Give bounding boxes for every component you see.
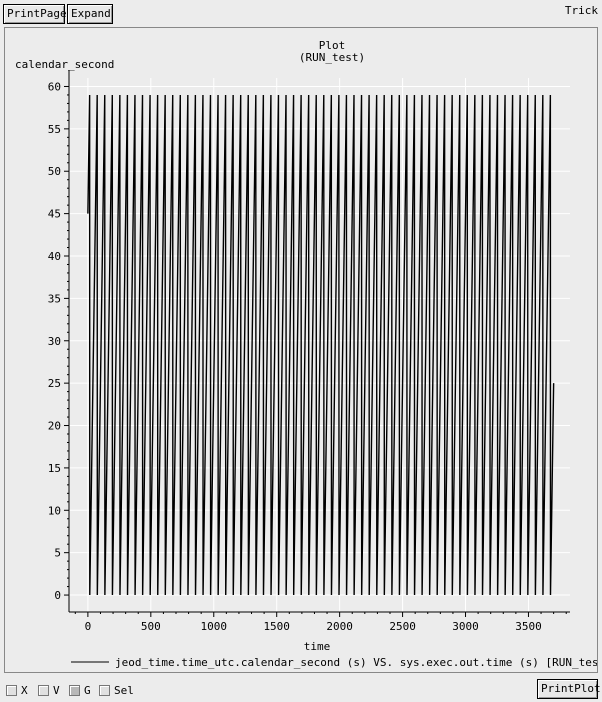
chart-subtitle: (RUN_test) (299, 51, 365, 64)
y-tick-label: 50 (48, 165, 61, 178)
x-tick-label: 1500 (263, 620, 290, 633)
x-tick-label: 2000 (326, 620, 353, 633)
plot-chart: Plot (RUN_test) calendar_second time 0 5 1… (15, 39, 602, 669)
x-axis-label: time (304, 640, 331, 653)
checkbox-x[interactable]: X (6, 684, 28, 697)
x-tick-label: 0 (85, 620, 92, 633)
plot-frame: Plot (RUN_test) calendar_second time 0 5 1… (4, 27, 602, 673)
axes (64, 70, 570, 617)
checkbox-g-box[interactable] (69, 685, 80, 696)
y-tick-label: 40 (48, 250, 61, 263)
checkbox-sel-box[interactable] (99, 685, 110, 696)
y-tick-label: 0 (54, 589, 61, 602)
checkbox-sel-label: Sel (114, 684, 134, 697)
checkbox-g[interactable]: G (69, 684, 91, 697)
checkbox-x-box[interactable] (6, 685, 17, 696)
y-tick-label: 35 (48, 292, 61, 305)
y-tick-label: 30 (48, 335, 61, 348)
checkbox-v-label: V (53, 684, 60, 697)
legend-label: jeod_time.time_utc.calendar_second (s) V… (115, 656, 597, 669)
checkbox-v[interactable]: V (38, 684, 60, 697)
checkbox-sel[interactable]: Sel (99, 684, 134, 697)
x-tick-label: 3500 (515, 620, 542, 633)
chart-title: Plot (319, 39, 346, 52)
checkbox-g-label: G (84, 684, 91, 697)
checkbox-x-label: X (21, 684, 28, 697)
app-title: Trick (564, 4, 598, 17)
y-axis-label: calendar_second (15, 58, 114, 71)
y-tick-label: 55 (48, 123, 61, 136)
print-page-button[interactable]: PrintPage (3, 4, 67, 24)
y-tick-label: 5 (54, 547, 61, 560)
y-tick-label: 15 (48, 462, 61, 475)
y-tick-label: 20 (48, 420, 61, 433)
series-line (87, 94, 555, 596)
y-tick-label: 60 (48, 80, 61, 93)
x-tick-label: 2500 (389, 620, 416, 633)
checkbox-v-box[interactable] (38, 685, 49, 696)
x-tick-label: 3000 (452, 620, 479, 633)
tick-labels: 0 5 10 15 20 25 30 35 40 45 50 55 60 0 500 1000 1500 2000… (48, 80, 542, 633)
x-tick-label: 500 (141, 620, 161, 633)
expand-button[interactable]: Expand (67, 4, 113, 24)
print-plot-button[interactable]: PrintPlot (537, 679, 601, 699)
x-tick-label: 1000 (201, 620, 228, 633)
y-tick-label: 45 (48, 208, 61, 221)
bottom-bar: X V G Sel PrintPlot (0, 678, 602, 702)
y-tick-label: 10 (48, 504, 61, 517)
y-tick-label: 25 (48, 377, 61, 390)
